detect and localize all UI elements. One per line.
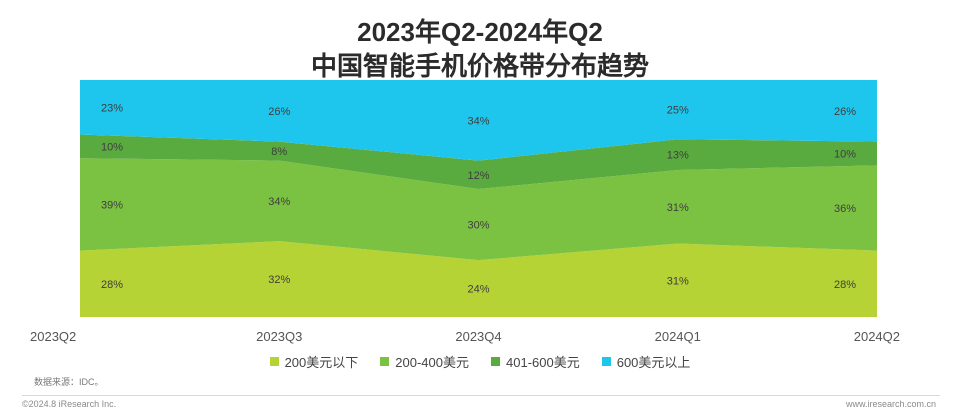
data-label: 26% <box>834 106 856 118</box>
data-label: 36% <box>834 203 856 215</box>
stacked-area-chart: 28% 32% 24% 31% 28% 39% 34% 30% 31% 36% 10% 8% 12% 13… <box>30 80 900 344</box>
legend-swatch <box>601 357 611 366</box>
x-tick-label: 2024Q2 <box>854 329 900 344</box>
legend-swatch <box>380 357 390 366</box>
data-label: 31% <box>667 275 689 287</box>
legend-item: 600美元以上 <box>601 352 691 371</box>
data-label: 32% <box>268 274 290 286</box>
area-series-2 <box>80 134 877 190</box>
chart-title-line1: 2023年Q2-2024年Q2 <box>357 17 603 47</box>
data-label: 10% <box>834 148 856 160</box>
data-label: 31% <box>667 202 689 214</box>
data-label: 34% <box>467 115 489 127</box>
data-label: 39% <box>101 199 123 211</box>
data-label: 23% <box>101 102 123 114</box>
legend-label: 200-400美元 <box>395 355 469 370</box>
area-series-3 <box>80 80 877 161</box>
area-series-1 <box>80 158 877 261</box>
legend-label: 401-600美元 <box>506 355 580 370</box>
website-text: www.iresearch.com.cn <box>845 399 936 409</box>
data-label: 26% <box>268 106 290 118</box>
footer-divider <box>22 395 940 396</box>
data-label: 12% <box>467 170 489 182</box>
chart-legend: 200美元以下 200-400美元 401-600美元 600美元以上 <box>0 352 960 371</box>
data-label: 24% <box>467 284 489 296</box>
data-label: 10% <box>101 141 123 153</box>
copyright-text: ©2024.8 iResearch Inc. <box>22 399 117 409</box>
legend-label: 200美元以下 <box>284 355 359 370</box>
data-label: 28% <box>101 279 123 291</box>
legend-label: 600美元以上 <box>616 355 691 370</box>
x-tick-label: 2024Q1 <box>655 329 701 344</box>
data-source-note: 数据来源：IDC。 <box>34 377 104 387</box>
legend-item: 200美元以下 <box>269 352 359 371</box>
area-series-0 <box>80 241 877 317</box>
x-tick-label: 2023Q3 <box>256 329 302 344</box>
data-label: 25% <box>667 105 689 117</box>
data-label: 13% <box>667 150 689 162</box>
legend-swatch <box>269 357 279 366</box>
legend-swatch <box>491 357 500 366</box>
data-label: 34% <box>268 196 290 208</box>
x-tick-label: 2023Q4 <box>455 329 501 344</box>
data-label: 28% <box>834 279 856 291</box>
chart-title-line2: 中国智能手机价格带分布趋势 <box>310 51 649 81</box>
legend-item: 401-600美元 <box>491 352 580 371</box>
data-label: 8% <box>271 146 287 158</box>
legend-item: 200-400美元 <box>380 352 469 371</box>
x-tick-label: 2023Q2 <box>30 329 76 344</box>
data-label: 30% <box>467 220 489 232</box>
